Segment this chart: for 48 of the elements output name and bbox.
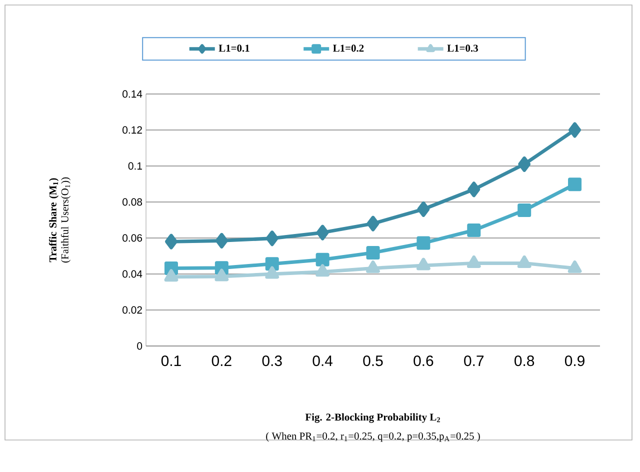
x-tick-label: 0.3 bbox=[262, 356, 282, 366]
y-tick-label: 0.06 bbox=[122, 234, 142, 242]
x-tick-label: 0.5 bbox=[363, 356, 383, 366]
point bbox=[265, 257, 279, 271]
y-tick-label: 0.04 bbox=[122, 270, 142, 278]
point bbox=[467, 223, 481, 237]
x-tick-label: 0.8 bbox=[514, 356, 534, 366]
point bbox=[366, 260, 380, 273]
point bbox=[468, 182, 480, 198]
text: Traffic Share (M$_{1}$) (Faithful Users(O$_{1}$)) bbox=[48, 177, 71, 263]
point bbox=[416, 236, 430, 250]
legend-label: L1=0.3 bbox=[447, 44, 478, 52]
x-tick-label: 0.2 bbox=[212, 356, 232, 366]
point bbox=[518, 156, 531, 172]
point bbox=[568, 122, 582, 138]
y-tick-label: 0 bbox=[137, 342, 142, 350]
text: ( When PR$_{1}$=0.2, r$_{1}$=0.25, q=0.2, p=0.35,p$_{A}$=0.25 ) bbox=[266, 432, 480, 442]
point bbox=[265, 266, 280, 279]
y-tick-label: 0.14 bbox=[122, 90, 142, 98]
point bbox=[266, 230, 278, 246]
x-tick-label: 0.7 bbox=[464, 356, 484, 366]
point bbox=[466, 255, 481, 268]
x-tick-label: 0.6 bbox=[414, 356, 434, 366]
point bbox=[568, 178, 582, 192]
point bbox=[316, 264, 330, 277]
x-tick-label: 0.1 bbox=[161, 356, 181, 366]
point bbox=[215, 232, 228, 248]
point bbox=[517, 255, 532, 268]
x-tick-label: 0.9 bbox=[564, 356, 584, 366]
y-tick-label: 0.1 bbox=[128, 162, 142, 170]
y-tick-label: 0.02 bbox=[122, 306, 142, 314]
x-tick-label: 0.4 bbox=[312, 356, 333, 366]
point bbox=[518, 204, 532, 218]
point bbox=[416, 258, 430, 270]
point bbox=[164, 234, 178, 250]
point bbox=[366, 216, 380, 232]
point bbox=[316, 224, 329, 240]
point bbox=[214, 268, 229, 282]
y-tick-label: 0.12 bbox=[122, 126, 142, 134]
y-tick-label: 0.08 bbox=[122, 198, 142, 206]
point bbox=[568, 260, 582, 273]
point bbox=[417, 201, 430, 217]
legend-label: L1=0.2 bbox=[333, 44, 364, 52]
point bbox=[164, 269, 178, 282]
point bbox=[316, 252, 330, 266]
legend-label: L1=0.1 bbox=[218, 44, 250, 52]
x-axis-title: Fig. 2-Blocking Probability L$_{2}$ bbox=[305, 413, 440, 423]
point bbox=[366, 246, 380, 260]
